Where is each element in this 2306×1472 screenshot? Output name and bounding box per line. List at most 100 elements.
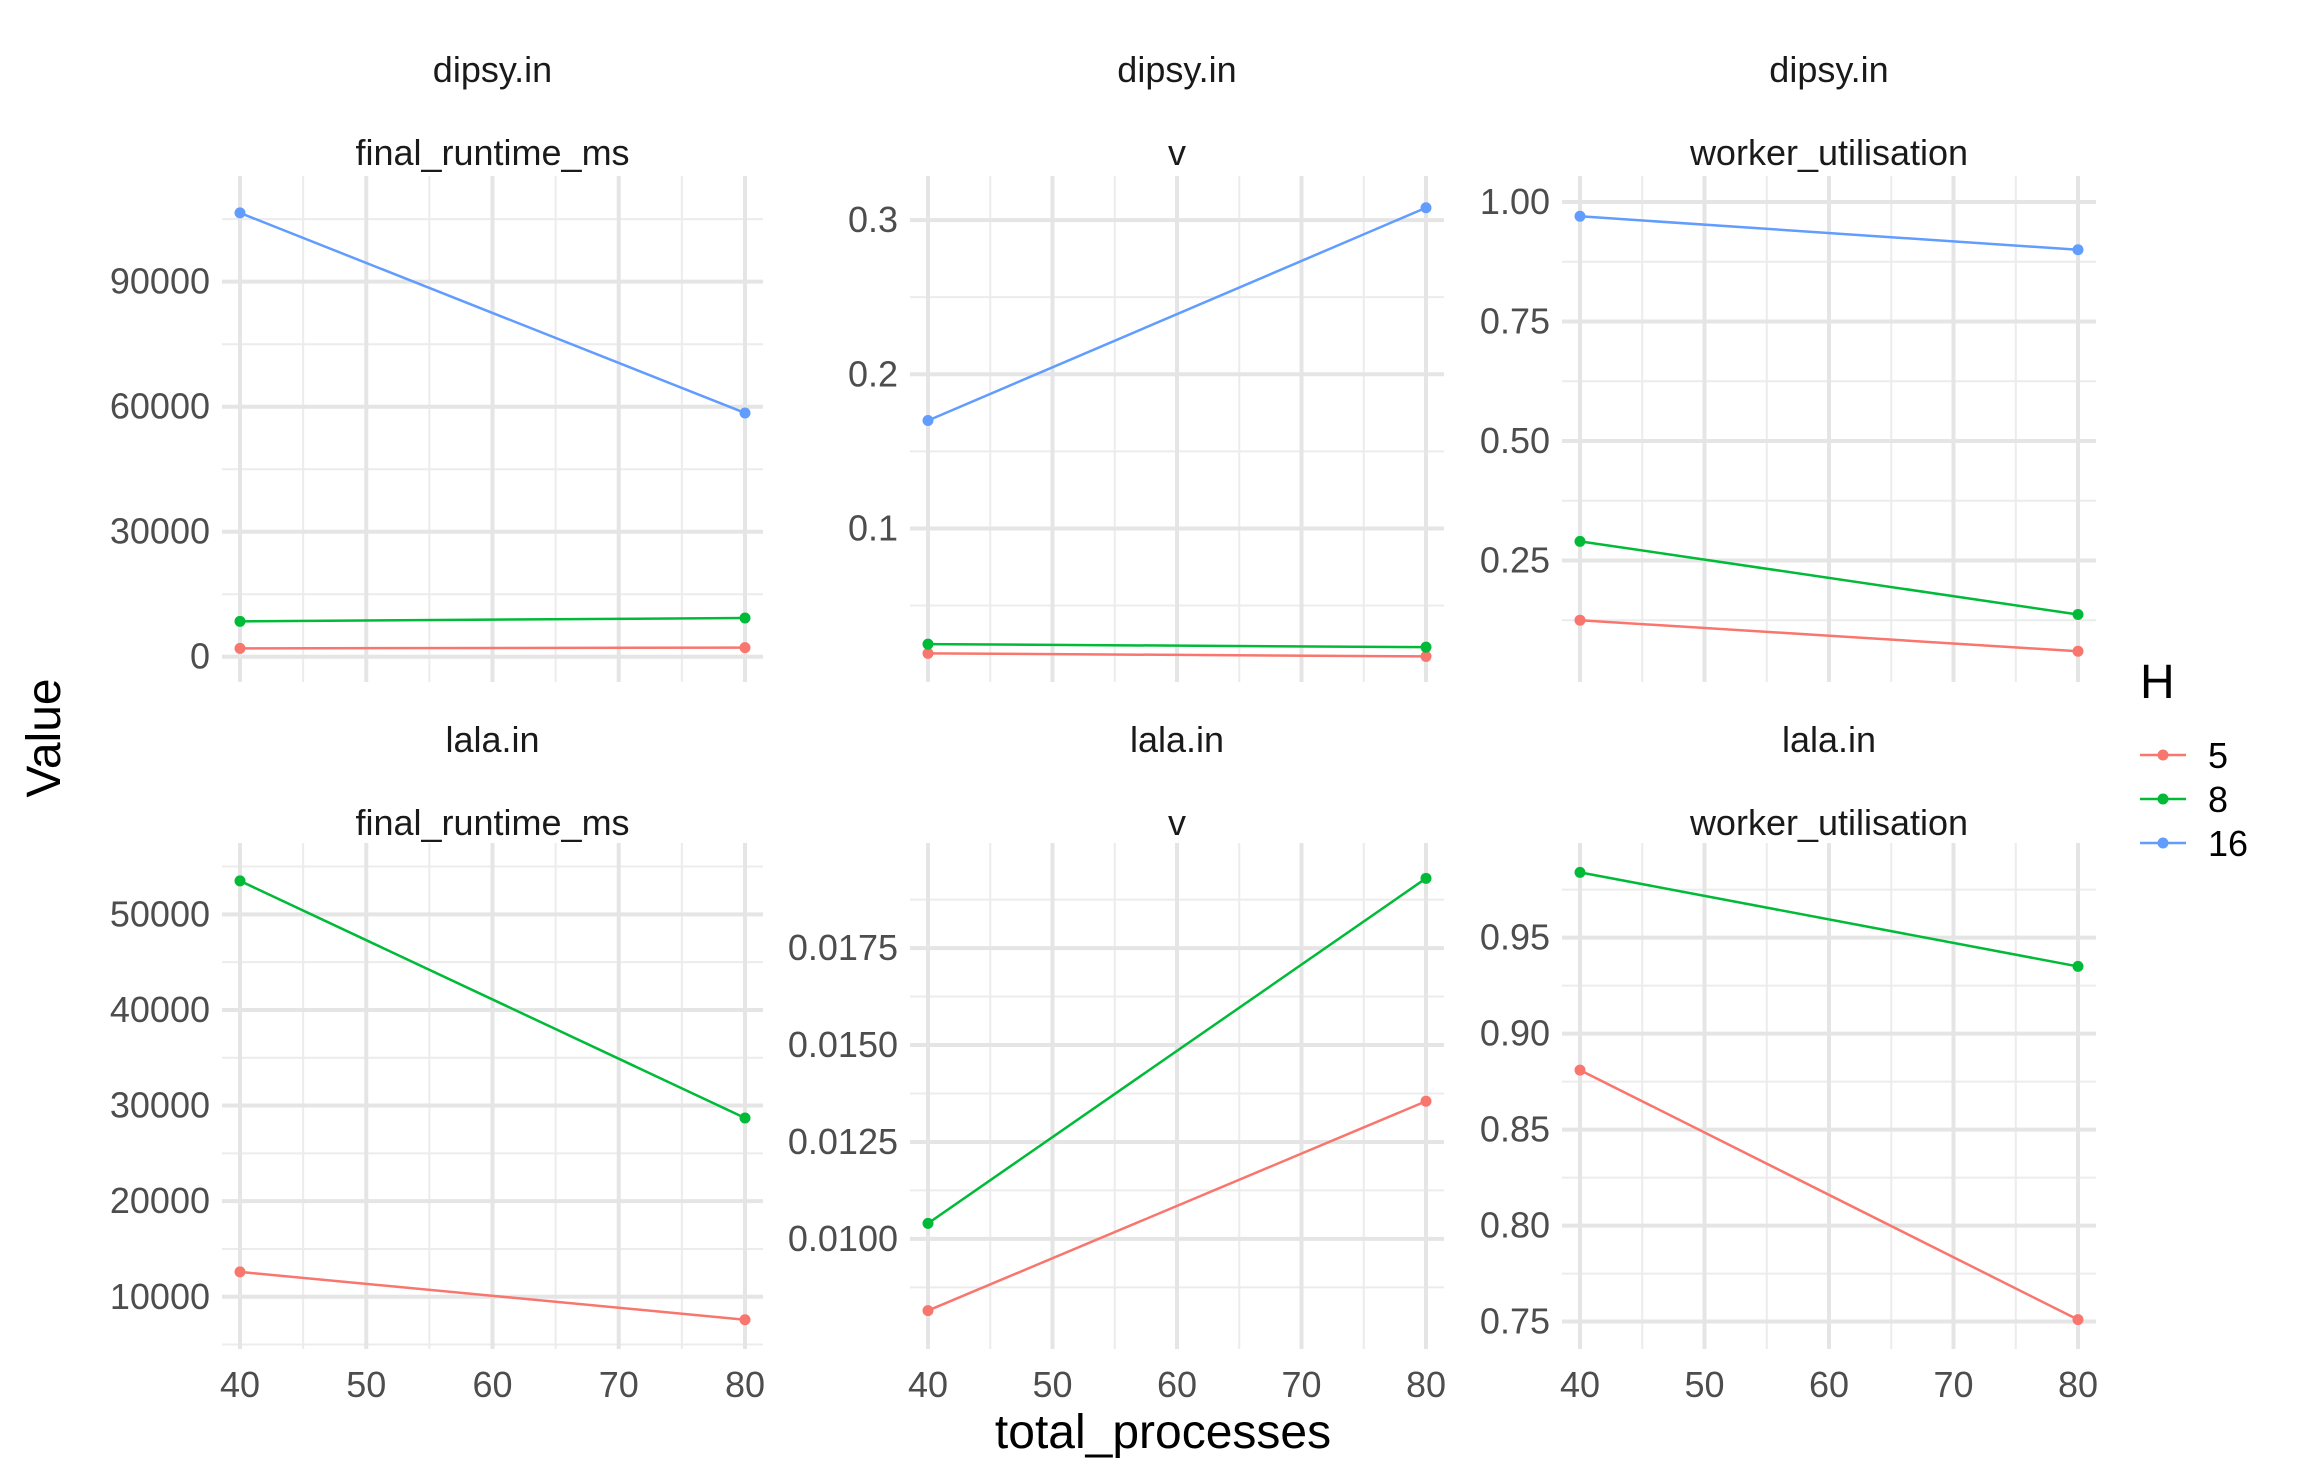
facet-strip-dataset: lala.in <box>1130 719 1224 760</box>
legend-label-h16: 16 <box>2208 823 2248 864</box>
x-tick-label: 80 <box>1406 1364 1446 1405</box>
legend-key-point-h16 <box>2157 837 2169 849</box>
x-tick-label: 50 <box>346 1364 386 1405</box>
data-point-h16 <box>739 407 751 419</box>
facet-panel: lala.in final_runtime_ms 10000 20000 30000 40… <box>110 719 765 1405</box>
facet-strip-metric: v <box>1168 802 1186 843</box>
series-line-h8 <box>927 877 1427 1225</box>
data-point-h5 <box>1574 614 1586 626</box>
legend-key-point-h8 <box>2157 793 2169 805</box>
x-tick-label: 60 <box>1809 1364 1849 1405</box>
y-tick-label: 10000 <box>110 1276 210 1317</box>
facet-panel: dipsy.in worker_utilisation 0.25 0.50 0.75 1.… <box>1480 49 2096 682</box>
y-tick-label: 0.25 <box>1480 539 1550 580</box>
data-point-h16 <box>1574 210 1586 222</box>
y-tick-label: 0.3 <box>848 199 898 240</box>
x-tick-label: 40 <box>1560 1364 1600 1405</box>
y-tick-label: 30000 <box>110 1085 210 1126</box>
facet-strip-metric: final_runtime_ms <box>355 802 629 843</box>
facet-strip-dataset: lala.in <box>1782 719 1876 760</box>
data-point-h8 <box>234 875 246 887</box>
data-point-h8 <box>2072 608 2084 620</box>
facet-strip-dataset: lala.in <box>445 719 539 760</box>
data-point-h5 <box>2072 1314 2084 1326</box>
data-point-h5 <box>739 1314 751 1326</box>
facet-strip-metric: worker_utilisation <box>1689 802 1968 843</box>
series-line-h8 <box>1579 540 2079 616</box>
y-tick-label: 0.90 <box>1480 1013 1550 1054</box>
x-tick-label: 40 <box>908 1364 948 1405</box>
series-line-h8 <box>239 879 746 1120</box>
y-tick-label: 1.00 <box>1480 181 1550 222</box>
facet-panel: lala.in worker_utilisation 0.75 0.80 0.85 0.9… <box>1480 719 2098 1405</box>
data-point-h8 <box>234 615 246 627</box>
series-line-h16 <box>239 211 746 415</box>
legend-label-h5: 5 <box>2208 735 2228 776</box>
data-point-h5 <box>234 642 246 654</box>
data-point-h8 <box>1420 872 1432 884</box>
y-tick-label: 0.50 <box>1480 420 1550 461</box>
data-point-h8 <box>1420 641 1432 653</box>
facet-panels: dipsy.in final_runtime_ms 0 30000 60000 90000… <box>110 49 2098 1405</box>
x-tick-label: 70 <box>1281 1364 1321 1405</box>
data-point-h5 <box>1420 650 1432 662</box>
y-tick-label: 60000 <box>110 386 210 427</box>
y-tick-label: 0.75 <box>1480 300 1550 341</box>
data-point-h5 <box>922 1305 934 1317</box>
y-tick-label: 0.0100 <box>788 1218 898 1259</box>
x-tick-label: 70 <box>599 1364 639 1405</box>
data-point-h5 <box>234 1266 246 1278</box>
y-tick-label: 90000 <box>110 261 210 302</box>
data-point-h5 <box>1420 1095 1432 1107</box>
y-tick-label: 20000 <box>110 1180 210 1221</box>
facet-panel: dipsy.in final_runtime_ms 0 30000 60000 90000 <box>110 49 763 682</box>
x-tick-label: 40 <box>220 1364 260 1405</box>
data-point-h5 <box>1574 1064 1586 1076</box>
data-point-h8 <box>922 1217 934 1229</box>
data-point-h16 <box>234 207 246 219</box>
series-line-h8 <box>1579 871 2079 968</box>
facet-strip-dataset: dipsy.in <box>1769 49 1888 90</box>
y-tick-label: 0.80 <box>1480 1205 1550 1246</box>
data-point-h16 <box>1420 202 1432 214</box>
y-axis-title: Value <box>18 678 71 797</box>
series-line-h5 <box>927 1100 1427 1312</box>
x-tick-label: 50 <box>1684 1364 1724 1405</box>
series-line-h5 <box>1579 618 2079 653</box>
data-point-h8 <box>1574 535 1586 547</box>
data-point-h16 <box>922 415 934 427</box>
series-line-h5 <box>927 652 1427 658</box>
y-tick-label: 0.2 <box>848 353 898 394</box>
y-tick-label: 0.85 <box>1480 1109 1550 1150</box>
series-line-h16 <box>1579 215 2079 251</box>
y-tick-label: 0.0150 <box>788 1024 898 1065</box>
series-line-h8 <box>239 616 746 623</box>
series-line-h5 <box>1579 1068 2079 1321</box>
legend-key-point-h5 <box>2157 749 2169 761</box>
y-tick-label: 0.95 <box>1480 917 1550 958</box>
facet-strip-metric: worker_utilisation <box>1689 132 1968 173</box>
x-tick-label: 70 <box>1933 1364 1973 1405</box>
data-point-h16 <box>2072 244 2084 256</box>
x-tick-label: 60 <box>1157 1364 1197 1405</box>
data-point-h8 <box>2072 960 2084 972</box>
x-tick-label: 50 <box>1032 1364 1072 1405</box>
facet-panel: lala.in v 0.0100 0.0125 0.0150 0.0175 40 50 60 70… <box>788 719 1446 1405</box>
y-tick-label: 0.0125 <box>788 1121 898 1162</box>
y-tick-label: 0.75 <box>1480 1301 1550 1342</box>
x-tick-label: 80 <box>2058 1364 2098 1405</box>
facet-strip-dataset: dipsy.in <box>433 49 552 90</box>
x-tick-label: 80 <box>725 1364 765 1405</box>
y-tick-label: 0 <box>190 636 210 677</box>
data-point-h8 <box>739 612 751 624</box>
series-line-h16 <box>927 206 1427 422</box>
y-tick-label: 0.1 <box>848 507 898 548</box>
facet-panel: dipsy.in v 0.1 0.2 0.3 <box>848 49 1444 682</box>
facet-strip-dataset: dipsy.in <box>1117 49 1236 90</box>
x-tick-label: 60 <box>472 1364 512 1405</box>
data-point-h8 <box>1574 866 1586 878</box>
legend-label-h8: 8 <box>2208 779 2228 820</box>
